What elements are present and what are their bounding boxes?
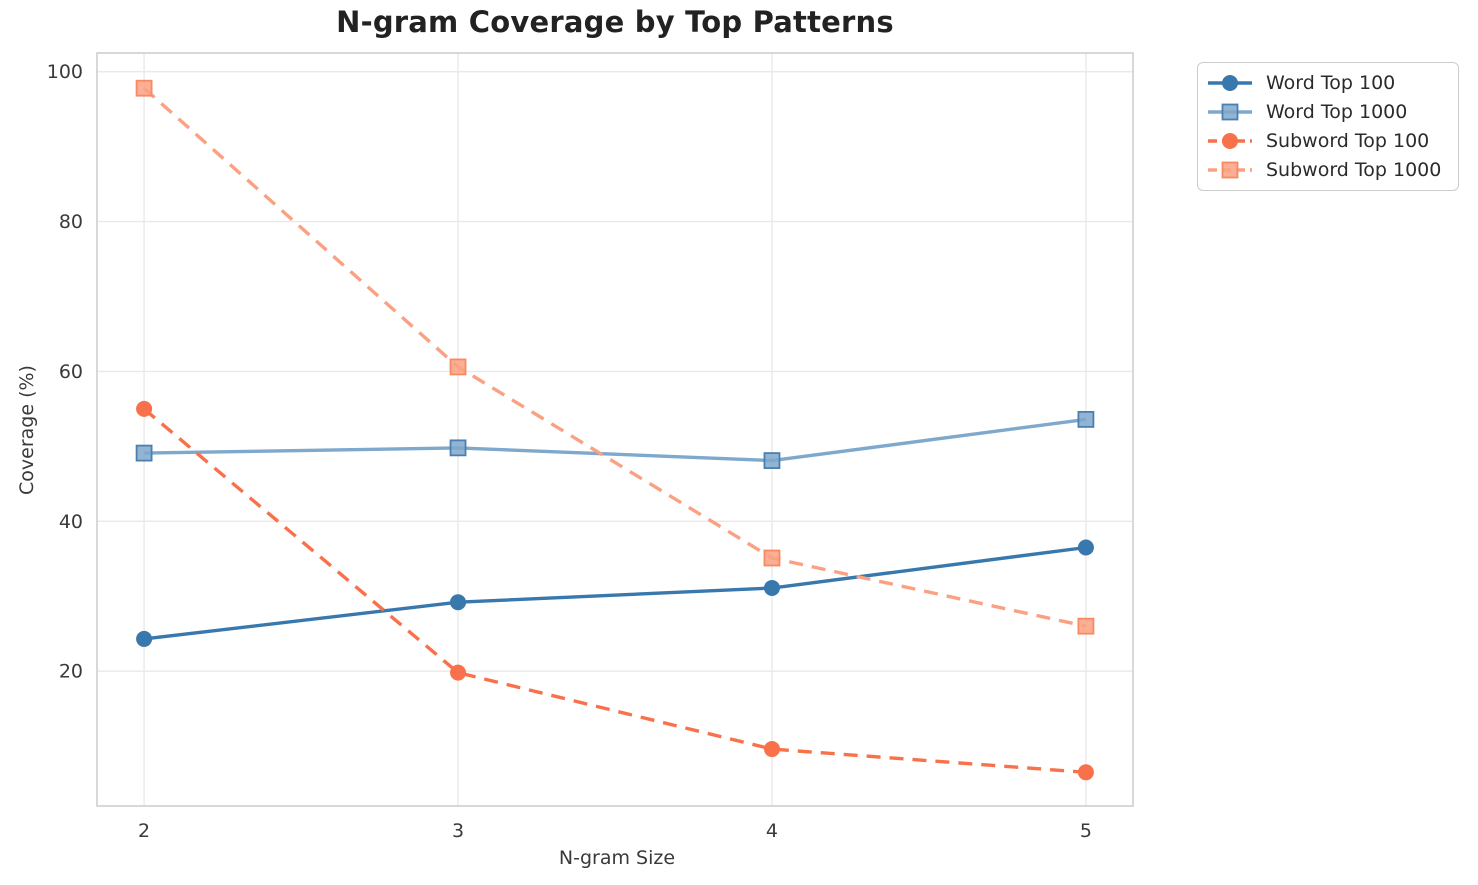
legend-marker-word-top-1000 [1221,103,1239,120]
legend-line-marker-icon [1208,74,1252,91]
legend-item-word-top-1000: Word Top 1000 [1206,97,1450,126]
marker-word-top-100-2 [136,630,153,647]
marker-subword-top-100-2 [136,400,153,417]
chart-title: N-gram Coverage by Top Patterns [336,5,894,39]
legend-label: Subword Top 1000 [1266,158,1442,181]
legend-item-subword-top-1000: Subword Top 1000 [1206,155,1450,184]
marker-word-top-1000-3 [449,439,467,457]
marker-subword-top-1000-4 [763,549,781,567]
series-line-word-top-100 [143,545,1087,641]
x-tick-label-2: 2 [138,820,150,842]
series-line-subword-top-1000 [142,86,1087,628]
marker-word-top-100-4 [763,579,780,596]
marker-word-top-1000-4 [763,452,781,469]
marker-word-top-100-3 [450,594,467,611]
legend-label: Word Top 100 [1266,71,1396,94]
marker-subword-top-100-5 [1077,764,1094,781]
series-line-word-top-1000 [144,417,1087,463]
y-tick-label-100: 100 [47,61,83,83]
legend: Word Top 100 Word Top 1000 Subword Top 1… [1197,62,1459,191]
x-tick-label-5: 5 [1080,820,1092,842]
legend-item-subword-top-100: Subword Top 100 [1206,126,1450,155]
legend-line-marker-icon [1208,161,1252,178]
marker-word-top-1000-2 [135,444,153,462]
y-tick-label-20: 20 [59,661,83,683]
marker-subword-top-1000-3 [449,358,467,376]
x-tick-label-4: 4 [766,820,778,842]
legend-line-marker-icon [1208,103,1252,120]
x-axis-label: N-gram Size [558,847,676,869]
x-tick-label-3: 3 [452,820,464,842]
y-tick-label-60: 60 [59,361,83,383]
marker-subword-top-1000-5 [1077,617,1095,635]
marker-word-top-100-5 [1077,539,1094,556]
legend-label: Word Top 1000 [1266,100,1408,123]
marker-subword-top-1000-2 [135,79,153,97]
plot-border [96,52,1134,807]
y-tick-label-40: 40 [59,511,83,533]
marker-word-top-1000-5 [1077,410,1095,428]
legend-marker-subword-top-1000 [1221,161,1239,178]
legend-line-marker-icon [1208,132,1252,149]
legend-label: Subword Top 100 [1266,129,1430,152]
y-tick-label-80: 80 [59,211,83,233]
marker-subword-top-100-4 [763,741,780,758]
legend-marker-subword-top-100 [1222,132,1238,149]
legend-marker-word-top-100 [1222,74,1238,91]
marker-subword-top-100-3 [450,664,467,681]
legend-item-word-top-100: Word Top 100 [1206,68,1450,97]
